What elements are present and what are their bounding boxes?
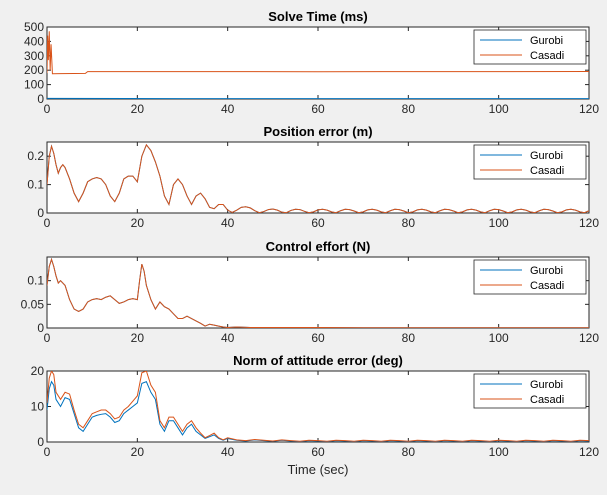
x-tick-label: 100 [489, 216, 509, 230]
legend-box [473, 144, 587, 180]
x-tick-label: 40 [221, 331, 235, 345]
x-tick-label: 0 [44, 445, 51, 459]
legend-box [473, 259, 587, 295]
x-tick-label: 120 [579, 331, 599, 345]
legend-label-casadi: Casadi [530, 165, 564, 177]
y-tick-label: 10 [31, 400, 45, 414]
y-tick-label: 0 [37, 206, 44, 220]
x-tick-label: 80 [402, 445, 416, 459]
x-tick-label: 0 [44, 331, 51, 345]
y-tick-label: 100 [24, 78, 44, 92]
y-tick-label: 200 [24, 63, 44, 77]
y-tick-label: 500 [24, 20, 44, 34]
y-tick-label: 300 [24, 49, 44, 63]
x-tick-label: 100 [489, 331, 509, 345]
x-tick-label: 100 [489, 445, 509, 459]
x-axis-label: Time (sec) [288, 462, 349, 477]
legend-label-casadi: Casadi [530, 394, 564, 406]
x-tick-label: 60 [311, 216, 325, 230]
y-tick-label: 0.1 [27, 274, 44, 288]
x-tick-label: 80 [402, 331, 416, 345]
legend[interactable]: Gurobi Casadi [473, 259, 587, 295]
legend[interactable]: Gurobi Casadi [473, 144, 587, 180]
subplot-2: Position error (m) 0 20 40 60 80 100 120 0 0.1 0.2… [27, 124, 599, 230]
chart-title: Solve Time (ms) [268, 9, 367, 24]
chart-title: Control effort (N) [266, 239, 371, 254]
x-tick-label: 120 [579, 102, 599, 116]
x-tick-label: 40 [221, 102, 235, 116]
legend-label-casadi: Casadi [530, 50, 564, 62]
series-line-casadi [47, 257, 589, 328]
y-tick-label: 400 [24, 34, 44, 48]
x-tick-label: 80 [402, 216, 416, 230]
x-tick-label: 20 [131, 102, 145, 116]
legend[interactable]: Gurobi Casadi [473, 373, 587, 409]
chart-title: Position error (m) [263, 124, 372, 139]
x-tick-label: 60 [311, 445, 325, 459]
series-line-casadi [47, 371, 589, 442]
legend-label-gurobi: Gurobi [530, 265, 563, 277]
y-tick-label: 20 [31, 364, 45, 378]
x-tick-label: 20 [131, 331, 145, 345]
legend-box [473, 29, 587, 65]
subplot-3: Control effort (N) 0 20 40 60 80 100 120 0 0.05 0.… [21, 239, 600, 345]
y-tick-label: 0 [37, 435, 44, 449]
y-tick-label: 0.1 [27, 178, 44, 192]
legend-box [473, 373, 587, 409]
y-tick-label: 0 [37, 321, 44, 335]
legend-label-gurobi: Gurobi [530, 379, 563, 391]
subplot-1: Solve Time (ms)0 20 40 60 80 100 1200100200300… [24, 9, 599, 116]
legend-label-gurobi: Gurobi [530, 35, 563, 47]
legend[interactable]: Gurobi Casadi [473, 29, 587, 65]
x-tick-label: 100 [489, 102, 509, 116]
series-line-casadi [47, 143, 589, 213]
x-tick-label: 20 [131, 216, 145, 230]
y-tick-label: 0 [37, 92, 44, 106]
chart-title: Norm of attitude error (deg) [233, 353, 403, 368]
subplot-4: Norm of attitude error (deg)0 20 40 60 80 100… [31, 353, 600, 459]
x-tick-label: 120 [579, 445, 599, 459]
legend-label-gurobi: Gurobi [530, 150, 563, 162]
x-tick-label: 80 [402, 102, 416, 116]
legend-label-casadi: Casadi [530, 280, 564, 292]
x-tick-label: 0 [44, 102, 51, 116]
x-tick-label: 40 [221, 445, 235, 459]
x-tick-label: 20 [131, 445, 145, 459]
x-tick-label: 40 [221, 216, 235, 230]
x-tick-label: 60 [311, 102, 325, 116]
x-tick-label: 120 [579, 216, 599, 230]
x-tick-label: 60 [311, 331, 325, 345]
y-tick-label: 0.2 [27, 149, 44, 163]
x-tick-label: 0 [44, 216, 51, 230]
y-tick-label: 0.05 [21, 297, 45, 311]
series-line-casadi [47, 31, 589, 75]
